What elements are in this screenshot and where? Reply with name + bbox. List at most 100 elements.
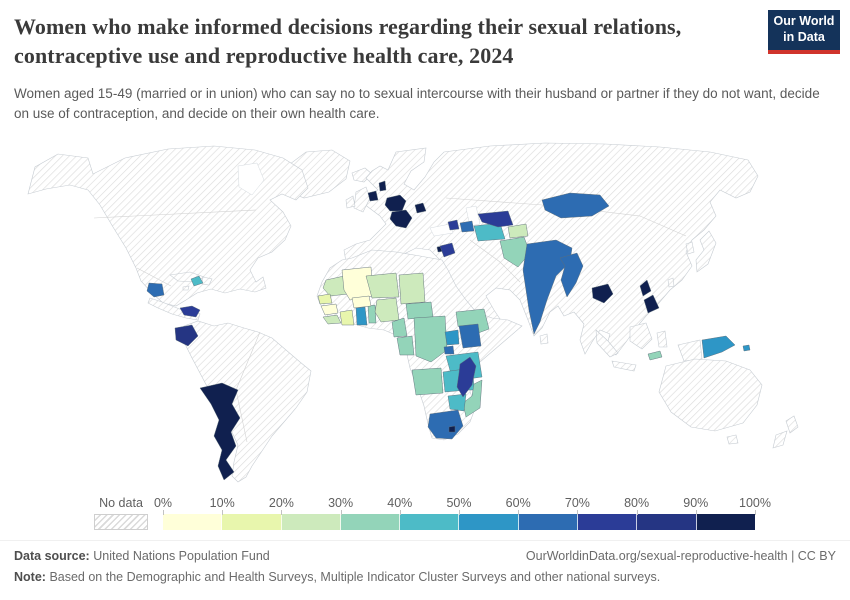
legend-tick-mark: [222, 510, 224, 515]
footer-note-row: Note: Based on the Demographic and Healt…: [14, 570, 836, 584]
legend-tick-mark: [459, 510, 460, 515]
owid-logo[interactable]: Our World in Data: [768, 10, 840, 54]
legend-no-data-swatch[interactable]: [94, 514, 148, 530]
landmass-jamaica[interactable]: [182, 285, 190, 291]
landmass-sri-lanka[interactable]: [539, 333, 549, 345]
owid-logo-line2: in Data: [783, 30, 825, 44]
legend-color-bar[interactable]: [163, 514, 755, 530]
landmass-java[interactable]: [611, 360, 637, 372]
country-papua-new-guinea[interactable]: [701, 335, 736, 359]
country-zimbabwe[interactable]: [447, 393, 467, 412]
country-cameroon[interactable]: [391, 317, 408, 338]
country-jordan[interactable]: [439, 242, 456, 258]
country-tajikistan[interactable]: [507, 223, 529, 239]
country-kenya[interactable]: [458, 323, 482, 349]
country-burkina-faso[interactable]: [351, 295, 372, 309]
country-haiti[interactable]: [190, 275, 204, 287]
country-congo[interactable]: [396, 335, 415, 356]
country-guatemala[interactable]: [146, 282, 165, 298]
country-angola[interactable]: [411, 367, 444, 396]
legend-tick-label: 40%: [387, 496, 413, 510]
country-armenia[interactable]: [447, 219, 460, 231]
legend-bin-60-70%[interactable]: [518, 514, 579, 530]
black-sea: [429, 223, 454, 237]
legend-bin-10-20%[interactable]: [222, 514, 282, 530]
country-india[interactable]: [522, 239, 573, 335]
landmass-west-new-guinea[interactable]: [677, 339, 703, 362]
country-dr-congo[interactable]: [413, 315, 448, 363]
country-chad[interactable]: [398, 272, 426, 305]
country-philippines-south[interactable]: [643, 294, 660, 314]
country-madagascar[interactable]: [456, 356, 477, 398]
legend-tick-label: 0%: [153, 496, 173, 510]
country-denmark[interactable]: [378, 180, 387, 192]
legend-tick-mark: [163, 510, 164, 515]
datasource-value: United Nations Population Fund: [93, 549, 270, 563]
legend-bin-30-40%[interactable]: [340, 514, 401, 530]
legend-bin-70-80%[interactable]: [578, 514, 638, 530]
landmass-new-zealand-north[interactable]: [785, 415, 799, 434]
country-senegal[interactable]: [317, 293, 333, 305]
legend-bin-50-60%[interactable]: [459, 514, 519, 530]
country-mauritania[interactable]: [322, 275, 349, 297]
legend-bin-20-30%[interactable]: [281, 514, 341, 530]
legend-bin-40-50%[interactable]: [400, 514, 460, 530]
landmass-australia[interactable]: [658, 358, 763, 432]
country-balkans[interactable]: [389, 209, 413, 229]
country-guinea[interactable]: [320, 303, 339, 316]
legend-bin-90-100%[interactable]: [696, 514, 755, 530]
country-ecuador[interactable]: [174, 324, 199, 347]
landmass-south-america[interactable]: [179, 320, 312, 483]
landmass-korea[interactable]: [685, 241, 695, 255]
landmass-north-america[interactable]: [27, 145, 309, 307]
country-netherlands[interactable]: [367, 190, 379, 202]
landmass-taiwan[interactable]: [667, 277, 675, 288]
landmass-united-kingdom[interactable]: [353, 186, 371, 213]
country-ghana[interactable]: [355, 306, 368, 326]
country-moldova[interactable]: [414, 202, 427, 214]
country-myanmar[interactable]: [559, 252, 584, 298]
country-cambodia[interactable]: [591, 283, 614, 304]
country-niger[interactable]: [365, 272, 400, 299]
landmass-new-zealand-south[interactable]: [772, 430, 788, 449]
landmass-borneo[interactable]: [629, 322, 653, 350]
country-panama[interactable]: [179, 305, 201, 318]
country-mozambique[interactable]: [462, 379, 483, 418]
landmass-ireland[interactable]: [345, 195, 356, 209]
country-togo-benin[interactable]: [367, 304, 377, 324]
country-rwanda-burundi[interactable]: [443, 345, 455, 355]
country-azerbaijan[interactable]: [459, 220, 475, 233]
landmass-tasmania[interactable]: [726, 434, 739, 445]
legend-tick-mark: [340, 510, 342, 515]
landmass-sulawesi[interactable]: [656, 330, 668, 348]
data-countries[interactable]: [146, 180, 751, 481]
landmass-sumatra[interactable]: [595, 329, 619, 358]
country-solomon-islands[interactable]: [742, 344, 751, 352]
owid-url-credit-link[interactable]: OurWorldinData.org/sexual-reproductive-h…: [525, 549, 836, 563]
legend-tick-mark: [636, 510, 638, 515]
legend-tick-label: 80%: [624, 496, 650, 510]
page-subtitle: Women aged 15-49 (married or in union) w…: [14, 86, 820, 122]
country-philippines-north[interactable]: [639, 279, 652, 297]
legend-bin-80-90%[interactable]: [637, 514, 697, 530]
legend-bin-0-10%[interactable]: [163, 514, 223, 530]
legend-tick-label: 20%: [268, 496, 294, 510]
country-cote-divoire[interactable]: [339, 309, 355, 326]
page-title: Women who make informed decisions regard…: [14, 14, 682, 69]
country-lesotho[interactable]: [448, 425, 456, 433]
country-pakistan[interactable]: [499, 236, 531, 268]
legend-no-data-label: No data: [99, 496, 143, 510]
landmass-japan[interactable]: [695, 230, 717, 273]
legend-tick-label: 10%: [209, 496, 235, 510]
world-choropleth-map[interactable]: [0, 140, 850, 492]
country-central-african-republic[interactable]: [405, 301, 434, 320]
country-argentina[interactable]: [199, 382, 241, 481]
legend-tick-mark: [281, 510, 283, 515]
country-sierra-leone[interactable]: [322, 314, 342, 325]
legend-tick-mark: [577, 510, 579, 515]
country-mongolia[interactable]: [541, 192, 610, 219]
country-uganda[interactable]: [444, 329, 460, 346]
country-nigeria[interactable]: [374, 297, 400, 323]
country-uzbekistan[interactable]: [477, 210, 514, 228]
country-timor[interactable]: [647, 350, 663, 361]
